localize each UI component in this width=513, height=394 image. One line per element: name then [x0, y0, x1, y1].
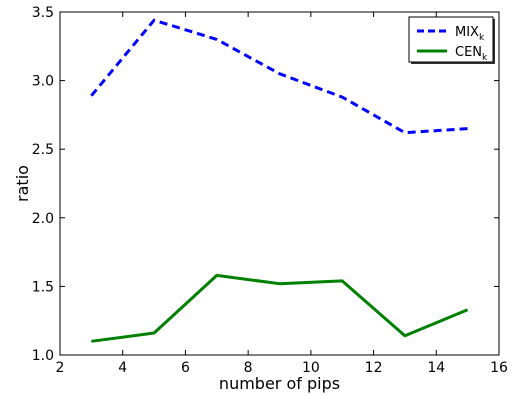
x-tick-label: 4	[118, 360, 127, 376]
legend-box	[408, 16, 494, 63]
x-tick-label: 10	[302, 360, 320, 376]
x-tick-label: 2	[56, 360, 65, 376]
y-tick-label: 2.0	[32, 211, 54, 227]
y-tick-label: 3.0	[32, 74, 54, 90]
x-tick-label: 6	[181, 360, 190, 376]
y-tick-label: 3.5	[32, 5, 54, 21]
x-tick-label: 16	[490, 360, 508, 376]
x-tick-label: 8	[244, 360, 253, 376]
series-line-cen	[91, 273, 469, 343]
series-line-mix	[90, 18, 468, 135]
legend-subscript: k	[482, 53, 488, 63]
legend-label-mix: MIXk	[455, 25, 485, 43]
plot-area-frame	[59, 11, 500, 356]
x-tick-label: 14	[427, 360, 445, 376]
y-tick-label: 1.5	[32, 279, 54, 295]
y-tick-label: 2.5	[32, 142, 54, 158]
legend-label-cen: CENk	[455, 45, 488, 63]
y-tick-label: 1.0	[32, 348, 54, 364]
legend-subscript: k	[479, 33, 485, 43]
plot-marks	[90, 18, 469, 343]
x-axis-title: number of pips	[219, 374, 340, 393]
legend: MIXk CENk	[408, 16, 495, 64]
y-axis-title: ratio	[13, 165, 32, 202]
x-tick-label: 12	[365, 360, 383, 376]
